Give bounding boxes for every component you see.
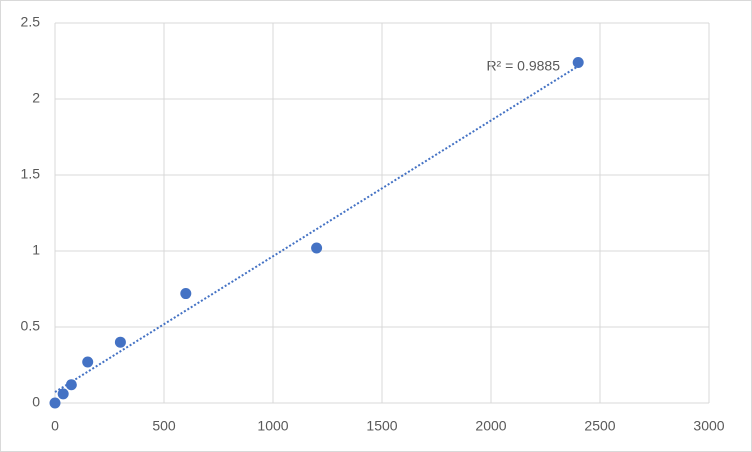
trendline-label: R² = 0.9885 <box>486 58 560 74</box>
y-tick-label: 2 <box>32 90 40 106</box>
data-point <box>114 336 126 348</box>
data-point <box>572 57 584 69</box>
data-point <box>65 379 77 391</box>
data-point <box>180 288 192 300</box>
y-tick-label: 1 <box>32 242 40 258</box>
data-point <box>82 356 94 368</box>
x-tick-label: 3000 <box>693 418 724 434</box>
data-point <box>49 397 61 409</box>
x-tick-label: 2500 <box>584 418 615 434</box>
x-tick-label: 0 <box>51 418 59 434</box>
data-point <box>311 242 323 254</box>
y-tick-label: 2.5 <box>21 14 41 30</box>
y-tick-label: 1.5 <box>21 166 41 182</box>
y-tick-label: 0.5 <box>21 318 41 334</box>
x-tick-label: 1500 <box>366 418 397 434</box>
y-tick-label: 0 <box>32 394 40 410</box>
data-point <box>57 388 69 400</box>
x-tick-label: 500 <box>152 418 176 434</box>
trendline <box>54 65 579 393</box>
x-tick-label: 2000 <box>475 418 506 434</box>
x-tick-label: 1000 <box>257 418 288 434</box>
